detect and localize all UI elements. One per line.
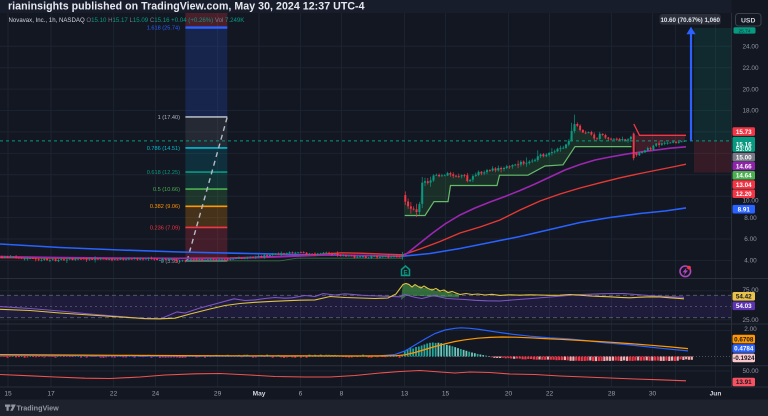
svg-text:17: 17: [47, 391, 55, 398]
svg-text:10.00: 10.00: [743, 198, 759, 205]
svg-text:Novavax, Inc., 1h, NASDAQ O15.: Novavax, Inc., 1h, NASDAQ O15.10 H15.17 …: [9, 17, 245, 24]
svg-text:50.00: 50.00: [743, 368, 759, 375]
svg-text:8: 8: [340, 391, 344, 398]
svg-text:54.42: 54.42: [736, 294, 752, 301]
svg-text:0.236 (7.09): 0.236 (7.09): [150, 225, 180, 231]
svg-text:2.00: 2.00: [744, 326, 757, 333]
svg-text:13.04: 13.04: [736, 182, 752, 189]
svg-text:0.6708: 0.6708: [734, 336, 754, 343]
svg-text:0.382 (9.06): 0.382 (9.06): [150, 204, 180, 210]
svg-text:0.618 (12.25): 0.618 (12.25): [147, 170, 180, 176]
svg-text:4.00: 4.00: [744, 258, 757, 265]
svg-text:8.91: 8.91: [738, 206, 751, 213]
svg-text:6: 6: [299, 391, 303, 398]
svg-text:-0.1924: -0.1924: [733, 355, 755, 362]
svg-text:22.00: 22.00: [743, 65, 759, 72]
svg-text:15.00: 15.00: [736, 154, 752, 161]
svg-text:20: 20: [505, 391, 513, 398]
svg-text:14.64: 14.64: [736, 173, 752, 180]
svg-text:13: 13: [401, 391, 409, 398]
svg-text:54.03: 54.03: [736, 303, 752, 310]
svg-text:0.4784: 0.4784: [734, 346, 754, 353]
svg-text:22: 22: [110, 391, 118, 398]
svg-text:15.73: 15.73: [736, 129, 752, 136]
svg-text:28: 28: [608, 391, 616, 398]
svg-text:8.00: 8.00: [744, 215, 757, 222]
svg-text:0 (3.95): 0 (3.95): [161, 259, 180, 265]
svg-text:13.91: 13.91: [736, 379, 752, 386]
svg-text:1 (17.40): 1 (17.40): [158, 115, 181, 121]
svg-text:USD: USD: [741, 18, 755, 25]
svg-text:75.00: 75.00: [743, 287, 759, 294]
svg-text:0.786 (14.51): 0.786 (14.51): [147, 146, 180, 152]
svg-text:May: May: [253, 391, 266, 398]
svg-text:15: 15: [4, 391, 12, 398]
svg-text:15.16: 15.16: [736, 142, 752, 149]
svg-text:15: 15: [442, 391, 450, 398]
svg-text:0.5 (10.66): 0.5 (10.66): [153, 187, 180, 193]
svg-text:53:00: 53:00: [736, 146, 752, 153]
svg-text:25.74: 25.74: [738, 28, 750, 34]
svg-text:18.00: 18.00: [743, 108, 759, 115]
svg-text:6.00: 6.00: [744, 236, 757, 243]
svg-text:24: 24: [152, 391, 160, 398]
svg-text:25.00: 25.00: [743, 317, 759, 324]
svg-text:24.00: 24.00: [743, 44, 759, 51]
svg-text:14.66: 14.66: [736, 163, 752, 170]
svg-text:22: 22: [546, 391, 554, 398]
svg-text:20.00: 20.00: [743, 86, 759, 93]
svg-text:10.60 (70.67%) 1,060: 10.60 (70.67%) 1,060: [660, 17, 720, 24]
svg-text:Jun: Jun: [710, 391, 722, 398]
svg-text:E: E: [403, 270, 408, 277]
svg-text:12.20: 12.20: [736, 191, 752, 198]
svg-text:29: 29: [214, 391, 222, 398]
svg-text:1.618 (25.74): 1.618 (25.74): [147, 26, 180, 32]
svg-text:30: 30: [649, 391, 657, 398]
svg-text:TradingView: TradingView: [17, 404, 60, 413]
svg-text:rianinsights published on Trad: rianinsights published on TradingView.co…: [8, 1, 365, 13]
